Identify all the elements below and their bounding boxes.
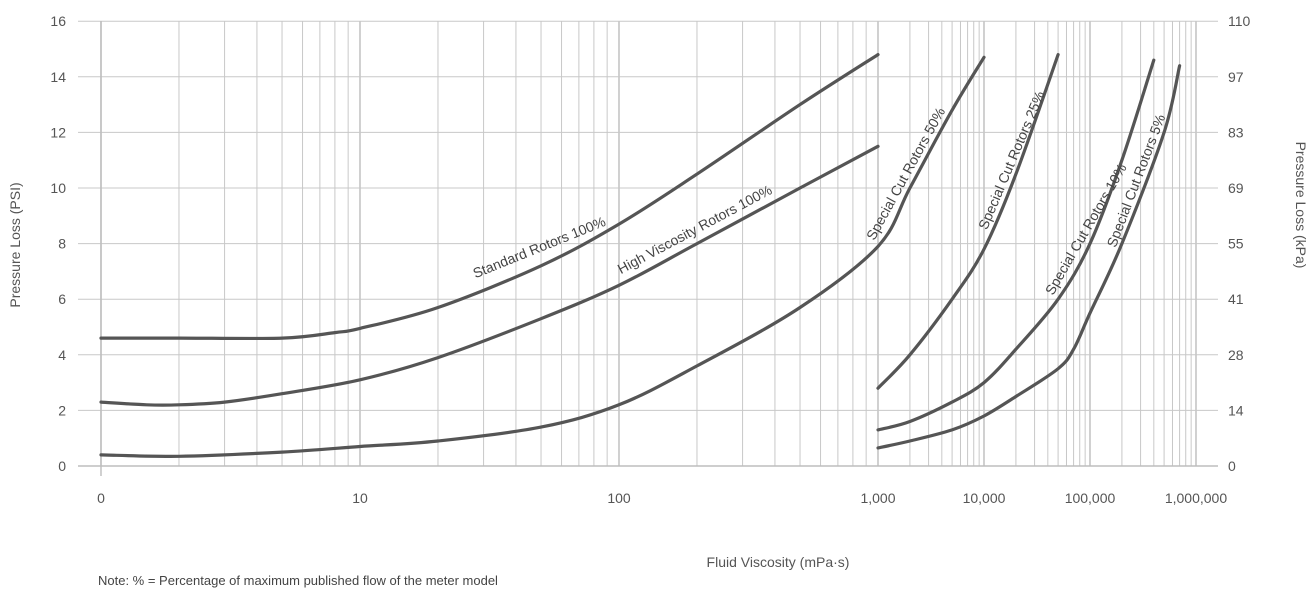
series-line-6 [876, 64, 1182, 450]
y-right-tick-label: 83 [1228, 124, 1244, 140]
y-axis-title-right: Pressure Loss (kPa) [1293, 142, 1309, 269]
curve-layer [99, 53, 1182, 458]
x-tick-label: 10,000 [963, 490, 1006, 506]
x-tick-label: 100 [607, 490, 631, 506]
series-line-1 [99, 53, 880, 341]
y-right-tick-label: 97 [1228, 69, 1244, 85]
series-line-4 [876, 53, 1060, 390]
y-right-tick-label: 69 [1228, 180, 1244, 196]
grid-layer [78, 20, 1218, 467]
y-axis-title-left: Pressure Loss (PSI) [7, 182, 23, 307]
y-right-tick-label: 0 [1228, 458, 1236, 474]
y-right-tick-label: 28 [1228, 347, 1244, 363]
series-line-3 [99, 55, 986, 458]
y-left-tick-label: 2 [58, 402, 66, 418]
y-left-tick-label: 16 [50, 13, 66, 29]
y-left-tick-label: 12 [50, 124, 66, 140]
y-right-tick-label: 110 [1228, 13, 1251, 29]
label-layer: Standard Rotors 100% High Viscosity Rotor… [470, 89, 1168, 298]
x-tick-label: 1,000,000 [1165, 490, 1227, 506]
axis-layer: 0 0 2 14 4 28 6 41 8 55 10 69 12 83 14 97 16 110 0 10 100 1,0… [50, 13, 1250, 506]
series-label-3: Special Cut Rotors 50% [863, 105, 948, 243]
series-line-2 [99, 144, 880, 407]
x-tick-label: 0 [97, 490, 105, 506]
y-left-tick-label: 14 [50, 69, 66, 85]
series-line-5 [876, 58, 1156, 432]
y-left-tick-label: 8 [58, 236, 66, 252]
y-left-tick-label: 6 [58, 291, 66, 307]
x-axis-title: Fluid Viscosity (mPa·s) [707, 554, 850, 570]
y-left-tick-label: 0 [58, 458, 66, 474]
x-tick-label: 100,000 [1065, 490, 1116, 506]
y-right-tick-label: 41 [1228, 291, 1244, 307]
x-tick-label: 1,000 [860, 490, 895, 506]
y-right-tick-label: 14 [1228, 402, 1244, 418]
series-label-4: Special Cut Rotors 25% [975, 89, 1048, 232]
series-label-1: Standard Rotors 100% [470, 213, 607, 281]
y-left-tick-label: 10 [50, 180, 66, 196]
x-tick-label: 10 [352, 490, 368, 506]
chart-note: Note: % = Percentage of maximum publishe… [98, 573, 498, 588]
series-label-2: High Viscosity Rotors 100% [615, 182, 775, 277]
y-right-tick-label: 55 [1228, 236, 1244, 252]
y-left-tick-label: 4 [58, 347, 66, 363]
